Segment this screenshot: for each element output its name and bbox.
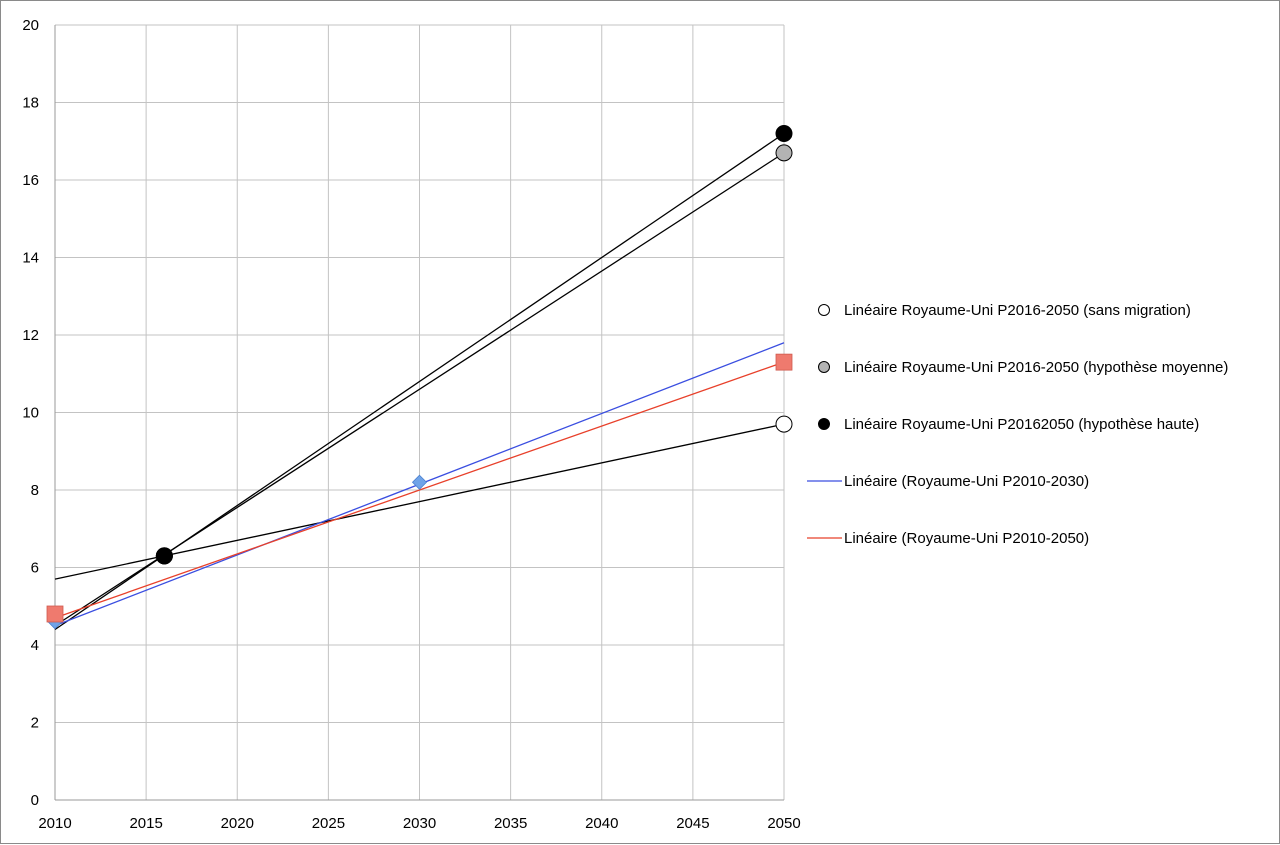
y-tick-label-0: 0 [31,792,39,809]
y-tick-label-16: 16 [22,172,39,189]
legend-label-0: Linéaire Royaume-Uni P2016-2050 (sans mi… [844,302,1191,319]
y-tick-label-14: 14 [22,250,39,267]
line-series-4 [54,361,785,619]
data-point-series-3-1 [411,474,428,490]
legend-label-4: Linéaire (Royaume-Uni P2010-2050) [844,530,1089,547]
x-tick-label-2045: 2045 [676,815,709,832]
x-tick-label-2030: 2030 [403,815,436,832]
y-tick-label-4: 4 [31,637,39,654]
x-tick-label-2035: 2035 [494,815,527,832]
data-point-series-4-1 [775,353,793,371]
y-tick-label-12: 12 [22,327,39,344]
axis-labels: 2010 2015 2020 2025 2030 2035 2040 2045 20500246… [22,17,800,832]
x-tick-label-2020: 2020 [221,815,254,832]
legend: Linéaire Royaume-Uni P2016-2050 (sans mi… [807,302,1228,547]
data-point-series-2-0 [155,547,173,565]
data-point-series-2-1 [775,125,793,142]
data-point-series-0-1 [775,415,793,433]
trendlines [54,132,785,631]
y-tick-label-6: 6 [31,560,39,577]
data-point-series-4-0 [46,605,64,623]
x-tick-label-2010: 2010 [38,815,71,832]
legend-label-3: Linéaire (Royaume-Uni P2010-2030) [844,473,1089,490]
y-tick-label-18: 18 [22,95,39,112]
x-tick-label-2015: 2015 [129,815,162,832]
legend-marker-1 [818,361,830,373]
trendline-series-2 [54,132,785,631]
y-tick-label-20: 20 [22,17,39,34]
data-point-series-1-1 [775,144,793,162]
y-tick-label-8: 8 [31,482,39,499]
y-tick-label-2: 2 [31,715,39,732]
legend-marker-0 [818,304,830,316]
data-markers [46,125,793,630]
x-tick-label-2050: 2050 [767,815,800,832]
grid [54,24,785,801]
trendline-series-0 [54,423,785,580]
legend-label-2: Linéaire Royaume-Uni P20162050 (hypothès… [844,416,1199,433]
x-tick-label-2040: 2040 [585,815,618,832]
y-tick-label-10: 10 [22,405,39,422]
legend-marker-2 [818,418,830,430]
legend-label-1: Linéaire Royaume-Uni P2016-2050 (hypothè… [844,359,1228,376]
x-tick-label-2025: 2025 [312,815,345,832]
